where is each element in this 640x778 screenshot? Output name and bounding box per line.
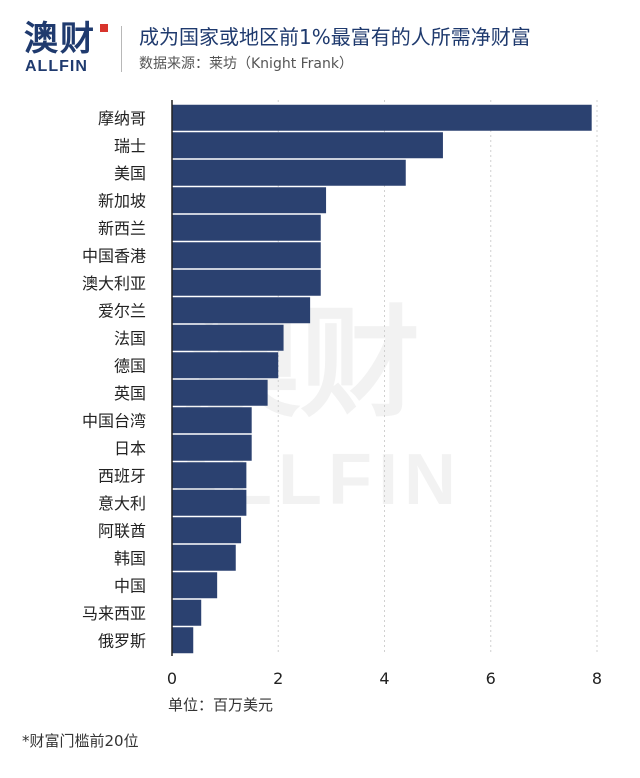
x-tick-label: 8: [592, 669, 602, 688]
bar: [172, 352, 279, 379]
bar: [172, 324, 284, 351]
category-label: 韩国: [114, 549, 146, 568]
bar: [172, 214, 321, 241]
x-tick-label: 6: [486, 669, 496, 688]
category-label: 英国: [114, 384, 146, 403]
bar: [172, 434, 252, 461]
bar: [172, 269, 321, 296]
bar: [172, 379, 268, 406]
allfin-logo: 澳财 ALLFIN: [24, 20, 124, 80]
bar: [172, 159, 406, 186]
category-label: 马来西亚: [82, 604, 146, 623]
bar: [172, 132, 443, 159]
logo-cn-text: 澳财: [24, 19, 96, 59]
bar: [172, 297, 311, 324]
category-label: 中国: [114, 576, 146, 595]
bar: [172, 407, 252, 434]
logo-en-text: ALLFIN: [25, 58, 88, 75]
category-label: 俄罗斯: [98, 631, 146, 650]
chart-title: 成为国家或地区前1%最富有的人所需净财富: [139, 25, 531, 49]
chart-source: 数据来源：莱坊（Knight Frank）: [139, 56, 353, 72]
header-divider: [121, 26, 122, 72]
category-label: 美国: [114, 164, 146, 183]
bar: [172, 104, 592, 131]
x-tick-label: 4: [379, 669, 389, 688]
category-label: 瑞士: [114, 136, 146, 155]
category-label: 西班牙: [98, 466, 146, 485]
bar: [172, 462, 247, 489]
category-label: 澳大利亚: [82, 274, 146, 293]
x-tick-label: 0: [167, 669, 177, 688]
category-label: 法国: [114, 329, 146, 348]
bar: [172, 544, 236, 571]
x-axis-label: 单位：百万美元: [168, 696, 274, 714]
category-label: 中国香港: [82, 246, 146, 265]
category-label: 意大利: [98, 494, 146, 513]
category-label: 新加坡: [98, 191, 146, 210]
category-label: 中国台湾: [82, 411, 146, 430]
bar: [172, 489, 247, 516]
bar: [172, 627, 194, 654]
category-label: 阿联酋: [98, 521, 146, 540]
bar: [172, 572, 218, 599]
category-label: 摩纳哥: [98, 109, 146, 128]
chart-header: 澳财 ALLFIN 成为国家或地区前1%最富有的人所需净财富 数据来源：莱坊（K…: [0, 0, 640, 90]
category-label: 德国: [114, 356, 146, 375]
category-label: 新西兰: [98, 219, 146, 238]
footnote: *财富门槛前20位: [22, 732, 139, 750]
bar: [172, 187, 327, 214]
category-label: 日本: [114, 439, 146, 458]
bar: [172, 242, 321, 269]
category-label: 爱尔兰: [98, 301, 146, 320]
x-tick-label: 2: [273, 669, 283, 688]
bar: [172, 517, 242, 544]
logo-accent-mark: [100, 24, 108, 32]
bar: [172, 599, 202, 626]
